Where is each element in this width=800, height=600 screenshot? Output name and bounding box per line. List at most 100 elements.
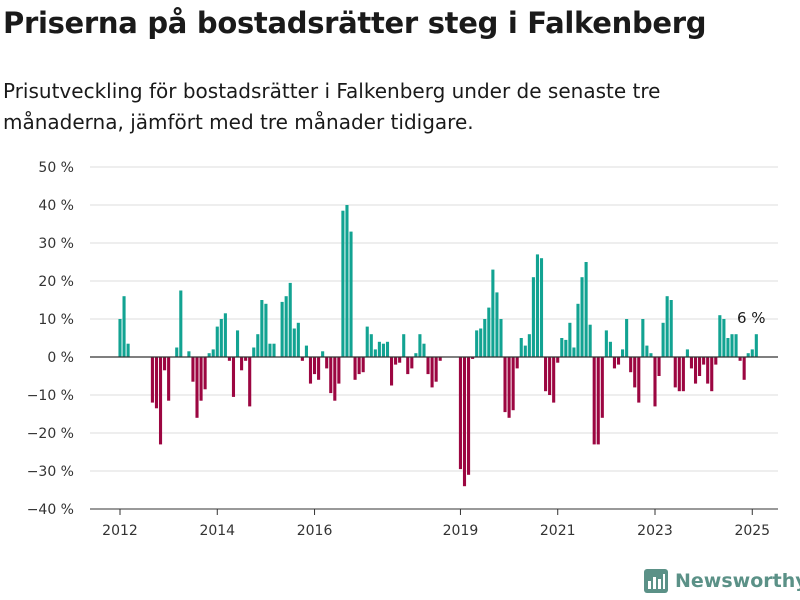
- bar-negative: [552, 357, 556, 403]
- bar-positive: [535, 254, 540, 357]
- x-tick-label: 2016: [297, 523, 333, 539]
- bar-negative: [548, 357, 552, 395]
- chart-title: Priserna på bostadsrätter steg i Falkenb…: [3, 6, 707, 40]
- bar-negative: [308, 357, 313, 384]
- bar-negative: [742, 357, 746, 380]
- bar-negative: [738, 357, 742, 361]
- bar-negative: [714, 357, 718, 365]
- bar-negative: [406, 357, 410, 375]
- x-tick-label: 2025: [734, 523, 770, 539]
- bar-negative: [191, 357, 195, 382]
- bar-negative: [612, 357, 617, 369]
- bar-negative: [154, 357, 159, 409]
- bar-positive: [661, 322, 665, 357]
- bar-positive: [645, 345, 649, 357]
- bar-positive: [584, 262, 588, 357]
- bar-negative: [471, 357, 475, 359]
- bar-positive: [207, 353, 211, 357]
- bar-negative: [467, 357, 471, 475]
- bar-positive: [625, 319, 629, 357]
- bar-positive: [539, 258, 544, 357]
- bar-negative: [544, 357, 548, 392]
- bar-positive: [418, 334, 422, 357]
- bar-positive: [284, 296, 288, 357]
- bar-positive: [487, 307, 491, 357]
- bar-positive: [345, 205, 349, 357]
- bar-negative: [361, 357, 365, 373]
- bar-positive: [499, 319, 503, 357]
- bar-positive: [665, 296, 669, 357]
- bar-positive: [256, 334, 260, 357]
- bar-negative: [633, 357, 637, 388]
- bar-positive: [718, 315, 722, 357]
- bar-negative: [462, 357, 467, 487]
- bar-positive: [369, 334, 373, 357]
- bar-positive: [292, 328, 296, 357]
- bar-negative: [677, 357, 681, 392]
- bar-negative: [410, 357, 414, 369]
- bar-negative: [240, 357, 244, 371]
- bar-negative: [394, 357, 398, 365]
- bar-negative: [158, 357, 163, 445]
- labels: −40 % −30 % −20 % −10 % 0 % 10 % 20 % 30 % 40 % 5…: [27, 160, 770, 539]
- bar-negative: [689, 357, 694, 369]
- bar-negative: [438, 357, 442, 361]
- bar-positive: [268, 343, 272, 357]
- bar-positive: [122, 296, 126, 357]
- bar-positive: [175, 347, 179, 357]
- bar-negative: [556, 357, 560, 363]
- bar-negative: [248, 357, 252, 407]
- bar-positive: [264, 303, 268, 357]
- bar-positive: [483, 319, 487, 357]
- bar-positive: [187, 351, 191, 357]
- grid-lines: [90, 166, 778, 510]
- y-tick-label: −20 %: [27, 426, 74, 442]
- bar-negative: [312, 357, 317, 375]
- bar-positive: [235, 330, 240, 357]
- bar-positive: [223, 313, 227, 357]
- bar-positive: [365, 326, 369, 357]
- bar-negative: [706, 357, 710, 384]
- bar-positive: [385, 341, 390, 357]
- bar-negative: [231, 357, 236, 397]
- bar-positive: [126, 343, 130, 357]
- bar-negative: [398, 357, 402, 363]
- axes: [90, 356, 778, 515]
- bar-positive: [475, 330, 479, 357]
- newsworthy-logo-icon: [644, 569, 668, 593]
- bar-positive: [722, 319, 726, 357]
- bar-positive: [523, 345, 527, 357]
- bar-positive: [179, 290, 183, 357]
- bar-negative: [203, 357, 207, 390]
- bar-positive: [527, 334, 531, 357]
- bar-positive: [560, 338, 564, 357]
- bar-positive: [288, 282, 292, 357]
- bars: [118, 205, 758, 487]
- bar-positive: [402, 334, 406, 357]
- bar-negative: [430, 357, 434, 388]
- bar-negative: [657, 357, 661, 376]
- bar-negative: [458, 357, 462, 470]
- bar-negative: [333, 357, 337, 401]
- bar-positive: [260, 300, 264, 357]
- bar-positive: [580, 277, 584, 357]
- bar-positive: [568, 322, 572, 357]
- bar-negative: [710, 357, 714, 392]
- y-tick-label: −30 %: [27, 464, 74, 480]
- newsworthy-brand-name: Newsworthy: [675, 570, 800, 592]
- bar-negative: [163, 357, 167, 371]
- bar-negative: [325, 357, 329, 369]
- bar-positive: [118, 319, 122, 357]
- bar-positive: [479, 328, 483, 357]
- bar-negative: [596, 357, 600, 445]
- bar-negative: [507, 357, 511, 418]
- y-tick-label: 50 %: [38, 160, 74, 176]
- bar-negative: [592, 357, 596, 445]
- bar-negative: [616, 357, 621, 365]
- bar-negative: [673, 357, 677, 388]
- bar-positive: [373, 349, 377, 357]
- bar-negative: [300, 357, 304, 361]
- bar-positive: [280, 301, 284, 357]
- bar-negative: [150, 357, 154, 403]
